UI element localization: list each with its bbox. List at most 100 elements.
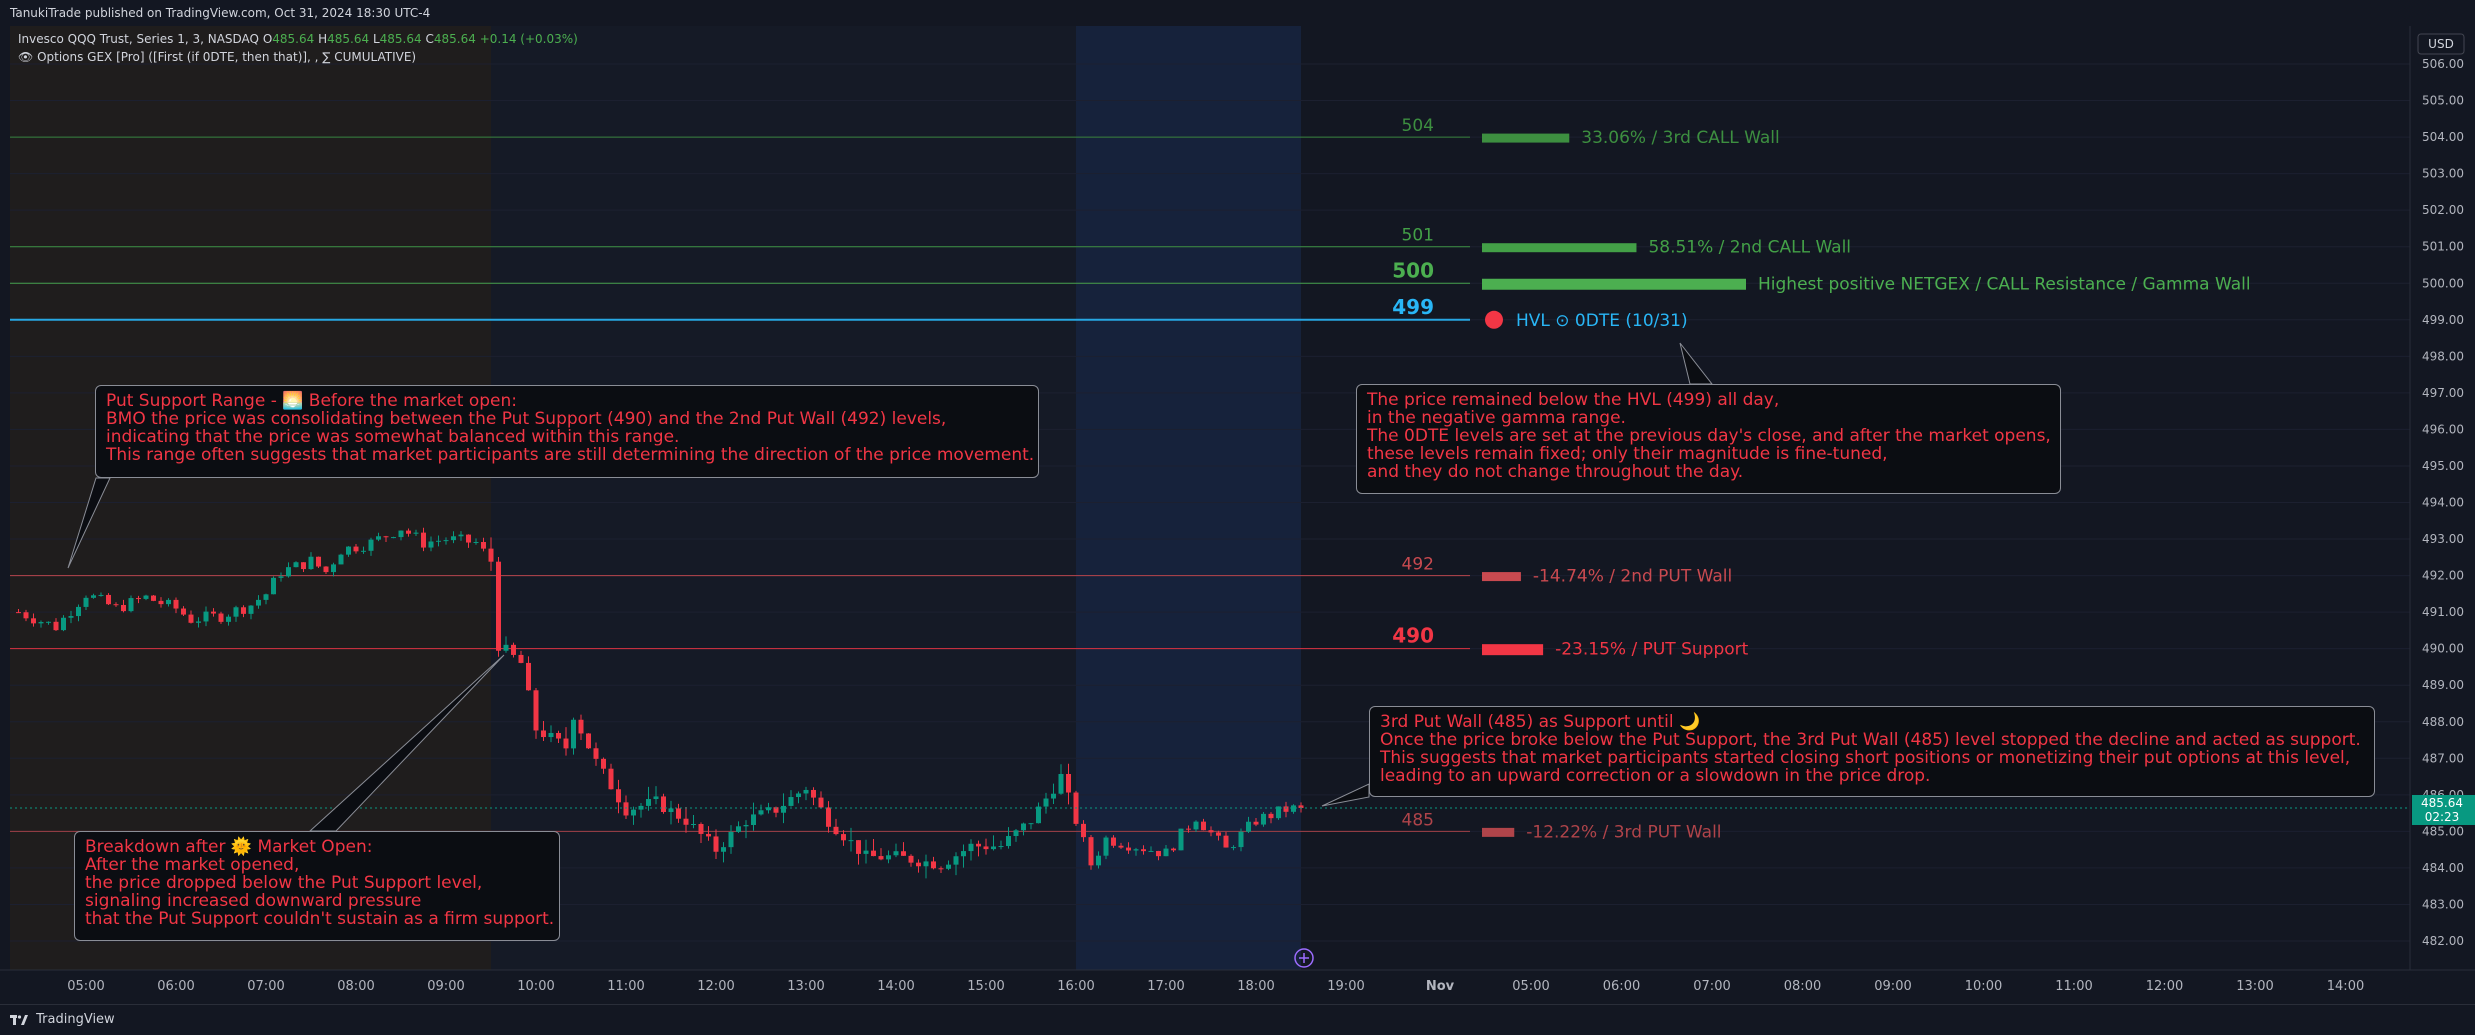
callout-put-support-range[interactable]: Put Support Range - 🌅 Before the market … [95,385,1039,478]
candle [631,809,636,816]
candle [353,546,359,552]
candle [271,577,276,595]
candle [751,814,756,825]
candle [181,608,186,615]
candle [601,758,606,769]
indicator-name: Options GEX [Pro] ([First (if 0DTE, then… [37,50,417,64]
time-tick-label: 14:00 [2327,979,2364,994]
time-tick-label: 13:00 [787,979,824,994]
price-tick-label: 490.00 [2422,642,2464,656]
candle [1216,832,1221,836]
level-label: 500 [1392,258,1434,282]
time-tick-label: 09:00 [427,979,464,994]
candle [1156,850,1161,857]
candle [428,541,434,548]
candle [293,562,299,568]
price-tick-label: 485.00 [2422,824,2464,838]
chart[interactable]: 504 501 500 499 492 490 485 33.06% / 3rd CALL … [0,26,2475,1004]
candle [571,719,576,749]
price-tick-label: 501.00 [2422,240,2464,254]
candle [1276,806,1281,819]
candle [256,599,261,606]
candle [1231,847,1236,849]
candle [323,566,329,573]
time-tick-label: 18:00 [1237,979,1274,994]
indicator-legend[interactable]: 👁 Options GEX [Pro] ([First (if 0DTE, th… [18,50,416,64]
candle [218,613,224,622]
time-tick-label: 13:00 [2236,979,2273,994]
candle [526,662,531,691]
time-tick-label: 05:00 [1512,979,1549,994]
price-tick-label: 498.00 [2422,349,2464,363]
candle [766,807,771,811]
footer: TradingView [0,1004,2475,1035]
symbol-legend[interactable]: Invesco QQQ Trust, Series 1, 3, NASDAQ O… [18,32,578,46]
time-tick-label: 11:00 [607,979,644,994]
candle [676,808,681,819]
candle [38,622,44,624]
candle [248,605,254,614]
candle [833,826,839,835]
time-tick-label: 19:00 [1327,979,1364,994]
currency-button [2417,33,2465,55]
candle [578,719,584,734]
future-background [1301,26,2410,970]
candle [443,540,449,542]
candle [1021,823,1026,831]
candle [713,836,719,852]
level-label: 501 [1402,226,1434,246]
candle [683,818,689,825]
add-alert-icon[interactable] [1294,948,1314,968]
gex-bar [1482,572,1521,582]
candle [758,810,764,815]
candle [466,534,471,543]
candle [886,855,891,860]
gex-bar [1482,278,1746,290]
plus-glyph [1299,953,1309,963]
time-tick-label: 07:00 [247,979,284,994]
candle [331,564,336,573]
callout-breakdown[interactable]: Breakdown after 🌞 Market Open: After the… [74,831,560,941]
candle [803,789,809,794]
level-label: 485 [1402,810,1434,830]
candle [488,548,494,562]
time-tick-label: 10:00 [517,979,554,994]
callout-hvl-note[interactable]: The price remained below the HVL (499) a… [1356,384,2061,494]
candle [98,594,104,596]
time-tick-label: 11:00 [2055,979,2092,994]
candle [773,807,779,813]
candle [916,862,921,867]
price-tick-label: 495.00 [2422,459,2464,473]
candle [1058,773,1064,794]
price-tick-label: 483.00 [2422,897,2464,911]
candle [556,732,561,739]
price-tick-label: 488.00 [2422,715,2464,729]
last-price-value: 485.64 [2421,796,2463,810]
price-tick-label: 489.00 [2422,678,2464,692]
candle [1141,849,1146,852]
candle [518,654,524,663]
candle [1283,806,1289,812]
candle [1081,823,1086,838]
candle [811,789,816,798]
level-label: 490 [1392,624,1434,648]
last-price-badge [2412,794,2475,825]
candle [736,826,741,832]
candle [203,611,209,622]
gex-bar [1482,133,1570,143]
callout-third-put-wall[interactable]: 3rd Put Wall (485) as Support until 🌙 On… [1369,706,2375,797]
price-tick-label: 482.00 [2422,934,2464,948]
pointer-put-support [67,477,111,569]
candle [788,797,794,806]
candle [61,617,66,631]
candle [1028,823,1034,825]
candle [166,599,171,605]
footer-brand: TradingView [36,1012,115,1027]
gex-bar-label: HVL ⊙ 0DTE (10/31) [1516,311,1688,331]
level-label: 504 [1402,116,1434,136]
candle [1201,821,1206,831]
candle [796,793,801,798]
price-tick-label: 502.00 [2422,203,2464,217]
candle [1238,831,1244,848]
price-tick-label: 494.00 [2422,496,2464,510]
